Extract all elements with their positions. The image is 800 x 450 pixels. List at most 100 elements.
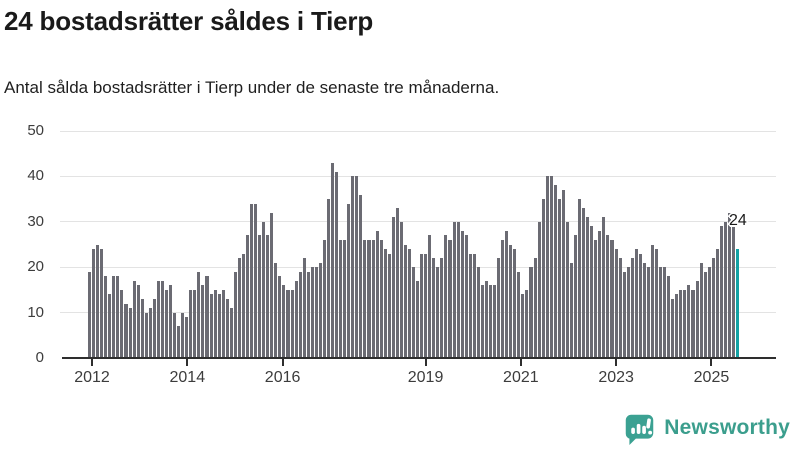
bar — [355, 176, 359, 358]
bar — [229, 308, 233, 358]
bar — [650, 244, 655, 358]
bar — [112, 276, 116, 358]
bar — [209, 294, 213, 358]
bar — [561, 190, 565, 358]
bar — [727, 212, 731, 358]
bar — [92, 249, 96, 358]
bar — [205, 276, 209, 358]
bar — [347, 203, 351, 358]
x-axis-label-2019: 2019 — [407, 369, 444, 386]
bar — [181, 312, 185, 358]
bar — [683, 289, 687, 358]
bar — [286, 289, 290, 358]
bar — [156, 280, 160, 358]
bar — [440, 258, 444, 358]
bar — [731, 226, 736, 358]
bar — [270, 212, 274, 358]
bar — [428, 235, 432, 358]
bar — [233, 271, 237, 358]
bar — [363, 239, 367, 358]
bar — [152, 298, 156, 358]
bar — [606, 235, 610, 358]
x-axis-tick-2021 — [519, 359, 522, 366]
bar — [96, 244, 100, 358]
bar — [367, 239, 371, 358]
bar — [497, 258, 501, 358]
bar — [521, 294, 525, 358]
bar — [124, 303, 128, 358]
bar — [505, 230, 509, 358]
bar — [630, 258, 634, 358]
bar — [201, 285, 205, 358]
bar — [193, 289, 197, 358]
bar — [407, 249, 412, 358]
bar — [403, 244, 407, 358]
bar — [472, 253, 476, 358]
bar — [399, 221, 403, 358]
bar — [618, 258, 622, 358]
bar — [557, 199, 561, 358]
gridline-50 — [60, 130, 776, 132]
bar — [294, 280, 298, 358]
bar — [642, 262, 646, 358]
bar — [493, 285, 497, 358]
bar — [569, 262, 574, 358]
bar — [351, 176, 355, 358]
bar — [116, 276, 120, 358]
bar — [719, 226, 723, 358]
x-axis-tick-2019 — [424, 359, 427, 366]
bar — [250, 203, 254, 358]
bar — [104, 276, 108, 358]
bar — [529, 267, 533, 358]
bar — [412, 267, 416, 358]
bar — [646, 267, 650, 358]
bar — [225, 298, 229, 358]
bar — [379, 239, 383, 358]
x-axis-tick-2012 — [91, 359, 93, 366]
x-axis-label-2025: 2025 — [693, 369, 730, 386]
bar — [444, 235, 448, 358]
bar — [582, 208, 586, 358]
bar — [501, 239, 505, 358]
y-axis-label-50: 50 — [27, 122, 44, 139]
bar — [262, 221, 266, 358]
bar — [359, 194, 363, 358]
bar — [452, 221, 456, 358]
newsworthy-branding[interactable]: Newsworthy — [623, 408, 790, 448]
bar — [553, 185, 557, 358]
bar — [537, 221, 541, 358]
x-axis-tick-2014 — [186, 359, 189, 366]
bar — [314, 267, 318, 358]
bar — [241, 253, 245, 358]
y-axis-label-40: 40 — [27, 167, 44, 185]
bar — [375, 230, 379, 358]
bar — [100, 249, 104, 358]
bar — [715, 249, 719, 358]
bar — [509, 244, 513, 358]
x-axis-label-2023: 2023 — [598, 369, 634, 386]
bar — [298, 271, 302, 358]
x-axis-tick-2016 — [281, 359, 284, 366]
bar — [395, 208, 399, 358]
bar — [160, 280, 164, 358]
bar — [432, 258, 436, 358]
bar — [667, 276, 671, 358]
highlighted-bar — [736, 249, 740, 358]
bar — [488, 285, 493, 358]
bar — [659, 267, 663, 358]
x-axis-tick-2025 — [710, 359, 713, 366]
x-axis-tick-2023 — [615, 359, 618, 366]
y-axis-label-0: 0 — [35, 349, 44, 366]
gridline-20 — [60, 266, 776, 268]
bar — [128, 308, 132, 358]
bar — [541, 199, 545, 358]
bar — [480, 285, 484, 358]
bar — [691, 289, 695, 358]
bar — [213, 289, 217, 358]
bar — [217, 294, 221, 358]
bar — [140, 298, 144, 358]
bar — [679, 289, 683, 358]
bar — [598, 230, 602, 358]
bar — [266, 235, 270, 358]
bar — [456, 221, 460, 358]
